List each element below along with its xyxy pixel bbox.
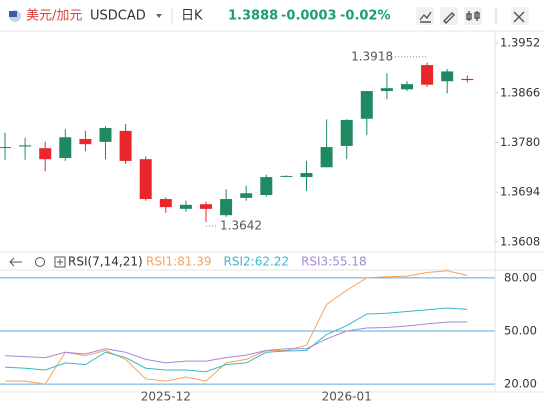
y-tick-label: 1.3866 xyxy=(500,85,540,99)
rsi-line xyxy=(5,270,468,385)
candle-body xyxy=(39,148,52,160)
indicator-icon[interactable] xyxy=(54,256,66,268)
candle-body xyxy=(380,88,393,92)
last-price: 1.3888 xyxy=(228,9,278,24)
candle-body xyxy=(461,78,474,81)
rsi-line xyxy=(4,321,468,364)
y-tick-label: 1.3952 xyxy=(500,36,540,50)
legend-entry: RSI2:62.22 xyxy=(224,255,290,269)
period[interactable]: 日K xyxy=(181,9,203,24)
candle-body xyxy=(119,130,132,161)
price-change: -0.0003 xyxy=(281,9,337,24)
y-tick-label: 80.00 xyxy=(504,270,537,284)
y-tick-label: 1.3780 xyxy=(500,135,540,149)
dropdown-arrow[interactable] xyxy=(156,14,162,18)
candle-body xyxy=(240,193,253,198)
rsi-line xyxy=(4,307,468,373)
candle-body xyxy=(200,204,212,209)
candle-body xyxy=(340,119,353,146)
y-tick-label: 20.00 xyxy=(504,377,537,391)
y-tick-label: 1.3608 xyxy=(500,234,540,248)
indicator-icon-plus xyxy=(57,259,63,265)
candle-body xyxy=(300,173,313,178)
candle-body xyxy=(79,138,92,145)
candle-body xyxy=(59,137,72,159)
y-tick-label: 1.3694 xyxy=(500,185,540,199)
high-label: 1.3918 xyxy=(351,49,393,63)
candle-body xyxy=(260,177,273,195)
candle-body xyxy=(159,199,172,208)
candle-body xyxy=(421,65,434,85)
candle-body xyxy=(360,91,373,119)
pair-name[interactable]: 美元/加元 xyxy=(26,9,82,24)
fullscreen-icon xyxy=(513,11,525,23)
candle-body xyxy=(179,204,192,209)
candle-body xyxy=(0,147,11,149)
y-tick-label: 50.00 xyxy=(504,324,537,338)
candle-body xyxy=(139,159,152,200)
x-tick-label: 2025-12 xyxy=(141,390,191,404)
settings-icon[interactable] xyxy=(35,257,45,267)
legend-entry: RSI3:55.18 xyxy=(301,255,367,269)
candle-body xyxy=(220,199,233,216)
candle-body xyxy=(280,175,293,177)
candle-body xyxy=(19,145,32,147)
symbol[interactable]: USDCAD xyxy=(90,9,146,24)
candle-body xyxy=(320,147,333,168)
draw-icon xyxy=(443,12,455,24)
x-tick-label: 2026-01 xyxy=(322,390,372,404)
legend-entry: RSI1:81.39 xyxy=(146,255,212,269)
candle-icon xyxy=(466,11,480,21)
indicator-title: RSI(7,14,21) xyxy=(68,255,143,269)
tool-icon xyxy=(419,11,432,23)
candle-body xyxy=(401,84,413,90)
low-label: 1.3642 xyxy=(220,219,262,233)
candle-body xyxy=(99,128,112,142)
candle-body xyxy=(441,71,454,82)
price-change-pct: -0.02% xyxy=(340,9,391,24)
collapse-icon[interactable] xyxy=(9,257,22,267)
flag-icon-part xyxy=(9,11,17,17)
